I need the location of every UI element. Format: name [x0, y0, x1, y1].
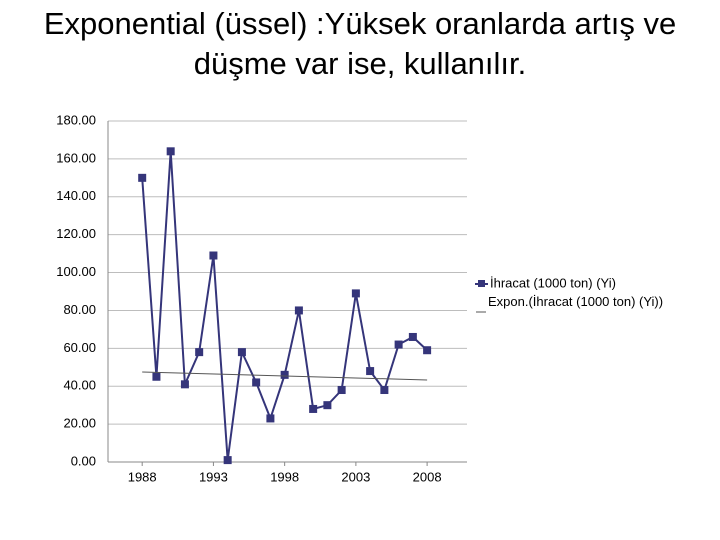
y-tick-label: 60.00	[63, 340, 96, 355]
data-point	[180, 380, 189, 389]
x-tick-label: 1988	[128, 469, 157, 484]
y-tick-label: 140.00	[56, 188, 96, 203]
y-tick-label: 160.00	[56, 150, 96, 165]
data-point	[237, 348, 246, 357]
data-point	[166, 147, 175, 156]
data-point	[366, 367, 375, 376]
y-tick-label: 100.00	[56, 264, 96, 279]
data-point	[294, 306, 303, 315]
y-tick-label: 80.00	[63, 302, 96, 317]
data-point	[423, 346, 432, 355]
y-tick-label: 180.00	[56, 112, 96, 127]
data-point	[209, 251, 218, 260]
legend-label: Expon.(İhracat (1000 ton) (Yi))	[488, 294, 664, 309]
data-point	[252, 378, 261, 387]
data-point	[408, 332, 417, 341]
data-point	[280, 370, 289, 379]
data-point	[323, 401, 332, 410]
x-tick-label: 1998	[270, 469, 299, 484]
y-tick-label: 40.00	[63, 378, 96, 393]
legend-label-box: Expon.(İhracat (1000 ton) (Yi))	[488, 294, 664, 309]
data-point	[195, 348, 204, 357]
data-point	[309, 404, 318, 413]
data-point	[152, 372, 161, 381]
trend-line	[142, 371, 428, 381]
data-point	[380, 386, 389, 395]
legend-label: İhracat (1000 ton) (Yi)	[490, 275, 616, 290]
y-tick-label: 20.00	[63, 416, 96, 431]
data-point	[138, 173, 147, 182]
x-tick-label: 2008	[413, 469, 442, 484]
data-point	[394, 340, 403, 349]
x-tick-label: 1993	[199, 469, 228, 484]
data-point	[223, 456, 232, 465]
data-point	[337, 386, 346, 395]
y-tick-label: 0.00	[71, 453, 96, 468]
slide-title: Exponential (üssel) :Yüksek oranlarda ar…	[43, 6, 677, 81]
x-tick-label: 2003	[341, 469, 370, 484]
data-line	[141, 151, 428, 461]
data-point	[266, 414, 275, 423]
y-tick-label: 120.00	[56, 226, 96, 241]
data-point	[351, 289, 360, 298]
